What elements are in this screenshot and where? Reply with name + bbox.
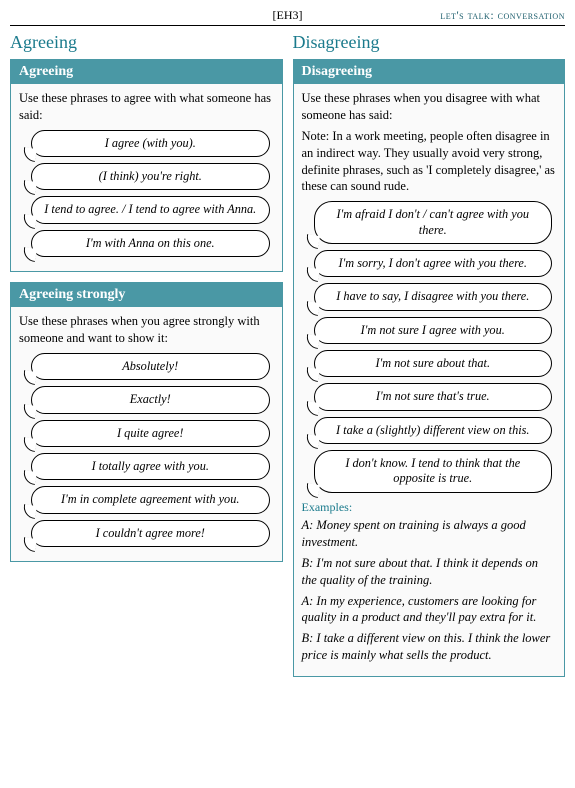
example-line: A: In my experience, customers are looki… [302, 593, 557, 627]
disagreeing-title: Disagreeing [294, 60, 565, 84]
phrase-bubble: I don't know. I tend to think that the o… [314, 450, 553, 493]
phrase-bubble: (I think) you're right. [31, 163, 270, 190]
phrase-bubble: I'm sorry, I don't agree with you there. [314, 250, 553, 277]
phrase-bubble: Exactly! [31, 386, 270, 413]
agreeing-title: Agreeing [11, 60, 282, 84]
agreeing-intro: Use these phrases to agree with what som… [19, 90, 274, 124]
example-line: B: I'm not sure about that. I think it d… [302, 555, 557, 589]
topbar: [EH3] let's talk: conversation [10, 8, 565, 26]
left-column: Agreeing Agreeing Use these phrases to a… [10, 32, 283, 687]
phrase-bubble: I tend to agree. / I tend to agree with … [31, 196, 270, 223]
right-column: Disagreeing Disagreeing Use these phrase… [293, 32, 566, 687]
page-code: [EH3] [195, 8, 380, 23]
phrase-bubble: I'm not sure I agree with you. [314, 317, 553, 344]
disagreeing-box: Disagreeing Use these phrases when you d… [293, 59, 566, 677]
phrase-bubble: I'm in complete agreement with you. [31, 486, 270, 513]
phrase-bubble: Absolutely! [31, 353, 270, 380]
disagreeing-bubbles: I'm afraid I don't / can't agree with yo… [302, 201, 557, 493]
phrase-bubble: I'm afraid I don't / can't agree with yo… [314, 201, 553, 244]
phrase-bubble: I have to say, I disagree with you there… [314, 283, 553, 310]
agreeing-strongly-bubbles: Absolutely! Exactly! I quite agree! I to… [19, 353, 274, 547]
page-title: let's talk: conversation [380, 8, 565, 23]
phrase-bubble: I'm not sure about that. [314, 350, 553, 377]
example-line: B: I take a different view on this. I th… [302, 630, 557, 664]
disagreeing-intro: Use these phrases when you disagree with… [302, 90, 557, 124]
agreeing-strongly-title: Agreeing strongly [11, 283, 282, 307]
phrase-bubble: I agree (with you). [31, 130, 270, 157]
examples-label: Examples: [302, 499, 557, 515]
right-heading: Disagreeing [293, 32, 566, 53]
agreeing-box: Agreeing Use these phrases to agree with… [10, 59, 283, 272]
example-line: A: Money spent on training is always a g… [302, 517, 557, 551]
phrase-bubble: I'm with Anna on this one. [31, 230, 270, 257]
left-heading: Agreeing [10, 32, 283, 53]
agreeing-bubbles: I agree (with you). (I think) you're rig… [19, 130, 274, 257]
phrase-bubble: I quite agree! [31, 420, 270, 447]
phrase-bubble: I totally agree with you. [31, 453, 270, 480]
agreeing-strongly-intro: Use these phrases when you agree strongl… [19, 313, 274, 347]
disagreeing-note: Note: In a work meeting, people often di… [302, 128, 557, 196]
agreeing-strongly-box: Agreeing strongly Use these phrases when… [10, 282, 283, 562]
phrase-bubble: I'm not sure that's true. [314, 383, 553, 410]
phrase-bubble: I couldn't agree more! [31, 520, 270, 547]
columns: Agreeing Agreeing Use these phrases to a… [10, 32, 565, 687]
phrase-bubble: I take a (slightly) different view on th… [314, 417, 553, 444]
